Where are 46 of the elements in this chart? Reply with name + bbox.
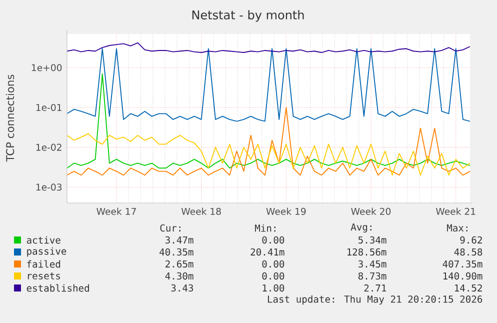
text: 0.00 [262, 236, 284, 244]
text: 8.73m [358, 272, 386, 280]
text: 9.62 [460, 236, 482, 244]
text: 2.65m [166, 260, 194, 268]
text: 0.00 [262, 260, 284, 268]
legend-label: established [26, 284, 89, 292]
y-tick-label: 1e-01 [36, 104, 62, 112]
text: 1.00 [262, 284, 284, 292]
text: Min: [255, 224, 276, 232]
x-tick-label: Week 20 [351, 208, 391, 215]
y-tick-label: 1e-03 [36, 184, 62, 191]
line-series [67, 133, 470, 176]
line-series [67, 42, 470, 53]
x-tick-label: Week 17 [96, 208, 136, 215]
text: 3.47m [165, 236, 194, 244]
chart-title: Netstat - by month [192, 10, 304, 22]
text: 3.45m [358, 260, 386, 268]
text: Max: [447, 224, 468, 232]
text: 48.58 [454, 248, 482, 256]
line-series [67, 48, 470, 122]
legend-label: failed [27, 260, 60, 268]
x-tick-label: Week 18 [181, 208, 221, 215]
text: 2.71 [364, 284, 386, 292]
text: 3.43 [171, 284, 194, 292]
text: 14.52 [454, 284, 482, 292]
x-tick-label: Week 21 [436, 208, 476, 215]
text: 0.00 [262, 272, 284, 280]
y-axis-title: TCP connections [6, 74, 14, 162]
text: 20.41m [250, 248, 284, 256]
text: 407.35m [442, 260, 482, 268]
text: 40.35m [160, 248, 194, 256]
text: 5.34m [358, 236, 386, 244]
text: Cur: [160, 224, 180, 232]
y-tick-label: 1e+00 [32, 64, 62, 72]
text: Avg: [350, 223, 372, 233]
y-tick-label: 1e-02 [36, 144, 62, 151]
line-series [67, 73, 470, 169]
text: 4.30m [165, 272, 194, 280]
text: Last update: Thu May 21 20:20:15 2026 [268, 295, 482, 305]
legend-label: active [26, 236, 60, 244]
text: 128.56m [347, 248, 386, 256]
legend-label: resets [28, 272, 60, 280]
legend-label: passive [27, 247, 66, 257]
x-tick-label: Week 19 [266, 208, 306, 215]
line-series [67, 107, 470, 176]
text: 140.90m [443, 272, 482, 280]
